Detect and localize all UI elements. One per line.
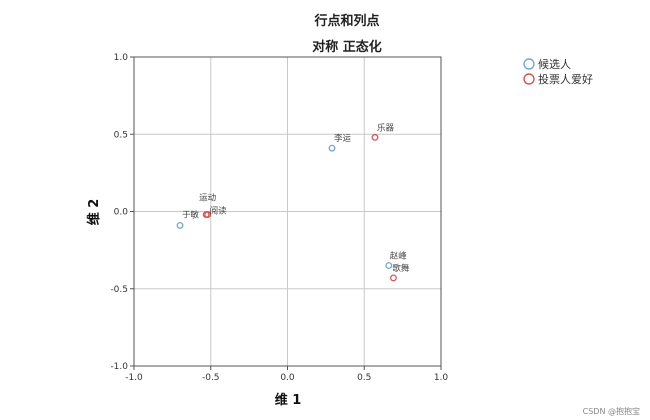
x-tick-label: -0.5 — [202, 373, 220, 383]
y-axis-title: 维 2 — [86, 199, 102, 226]
y-tick-label: -0.5 — [110, 285, 128, 295]
legend-label: 投票人爱好 — [538, 72, 593, 86]
data-point-label: 阅读 — [210, 206, 228, 217]
data-point-marker — [389, 274, 397, 282]
data-point-label: 歌舞 — [392, 263, 410, 274]
watermark: CSDN @抱抱宝 — [583, 406, 640, 416]
data-point-label: 于敏 — [182, 209, 200, 220]
y-tick-label: 1.0 — [114, 53, 129, 63]
x-tick-label: 1.0 — [434, 373, 449, 383]
axis-ticks: -1.0 -0.5 0.0 0.5 1.0 1.0 0.5 0.0 -0.5 -1.0 — [110, 53, 448, 383]
y-tick-label: 0.0 — [114, 208, 129, 218]
data-point-marker — [328, 144, 336, 152]
data-point-marker — [176, 221, 184, 229]
data-point-label: 运动 — [199, 193, 217, 204]
legend-marker — [523, 58, 535, 70]
data-point-label: 李运 — [334, 133, 352, 144]
legend-label: 候选人 — [538, 57, 571, 71]
grid-lines — [134, 57, 441, 366]
y-tick-label: -1.0 — [110, 362, 128, 372]
x-tick-label: -1.0 — [125, 373, 143, 383]
legend-marker — [523, 73, 535, 85]
data-point-label: 乐器 — [377, 122, 395, 133]
data-point-marker — [204, 211, 212, 219]
data-point-label: 赵峰 — [390, 251, 408, 262]
x-tick-label: 0.5 — [357, 373, 371, 383]
y-tick-label: 0.5 — [114, 130, 128, 140]
chart-subtitle: 对称 正态化 — [312, 39, 382, 55]
data-point-marker — [385, 262, 393, 270]
data-point-marker — [371, 133, 379, 141]
x-axis-title: 维 1 — [275, 392, 302, 408]
chart-title: 行点和列点 — [313, 13, 379, 29]
x-tick-label: 0.0 — [280, 373, 295, 383]
